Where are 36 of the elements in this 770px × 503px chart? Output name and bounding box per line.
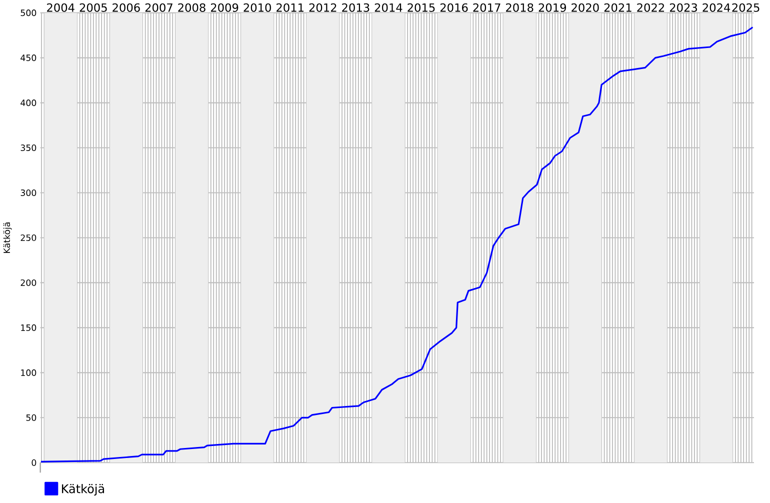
x-tick-label: 2009 — [210, 4, 238, 12]
y-tick-label: 500 — [20, 10, 36, 16]
y-tick-label: 350 — [20, 144, 36, 152]
x-tick-label: 2010 — [244, 4, 271, 12]
x-tick-label: 2016 — [440, 4, 468, 12]
x-tick-label: 2013 — [342, 4, 370, 12]
y-tick-label: 400 — [20, 100, 36, 106]
line-series — [40, 26, 754, 463]
x-tick-label: 2024 — [702, 4, 730, 12]
x-tick-label: 2008 — [178, 4, 206, 12]
x-tick-label: 2007 — [145, 4, 172, 12]
y-tick-label: 250 — [20, 234, 36, 242]
y-axis-title: Kätköjä — [3, 222, 12, 254]
x-tick-label: 2011 — [276, 4, 304, 12]
y-tick-label: 0 — [32, 460, 36, 466]
x-tick-label: 2018 — [506, 4, 534, 12]
x-tick-label: 2021 — [604, 4, 632, 12]
x-tick-label: 2012 — [309, 4, 336, 12]
x-tick-label: 2005 — [80, 4, 107, 12]
y-tick-label: 100 — [21, 370, 36, 376]
y-tick-label: 200 — [20, 280, 36, 286]
y-tick-label: 450 — [20, 54, 36, 62]
x-tick-label: 2020 — [572, 4, 599, 12]
x-tick-label: 2023 — [670, 4, 698, 12]
y-tick-label: 300 — [20, 190, 36, 196]
x-tick-label: 2025 — [732, 4, 760, 12]
x-tick-label: 2019 — [538, 4, 566, 12]
x-tick-label: 2004 — [47, 4, 74, 12]
x-tick-label: 2022 — [637, 4, 664, 12]
x-tick-label: 2015 — [408, 4, 435, 12]
x-tick-label: 2014 — [374, 4, 402, 12]
legend-label: Kätköjä — [62, 484, 104, 496]
y-tick-label: 150 — [21, 324, 36, 332]
y-tick-label: 50 — [26, 414, 36, 422]
x-tick-label: 2006 — [112, 4, 140, 12]
x-tick-label: 2017 — [473, 4, 500, 12]
